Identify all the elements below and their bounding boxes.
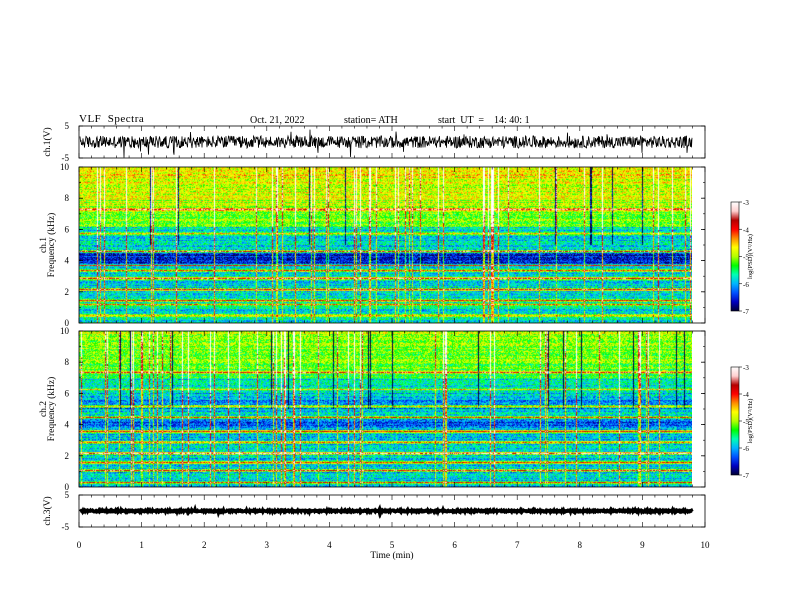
- station-label: station= ATH: [344, 115, 398, 126]
- y-tick-label: -5: [62, 153, 70, 163]
- x-tick-label: 7: [515, 540, 520, 550]
- y-tick-label: 4: [65, 256, 70, 266]
- y-tick-label: 8: [65, 193, 70, 203]
- colorbar-label: log(PSD)(V²/Hz): [747, 234, 754, 279]
- x-tick-label: 4: [327, 540, 332, 550]
- date-label: Oct. 21, 2022: [250, 115, 305, 126]
- x-tick-label: 8: [578, 540, 583, 550]
- panel-2: [78, 166, 706, 324]
- y-axis-label: ch.1: [39, 237, 49, 253]
- y-tick-label: 10: [60, 326, 70, 336]
- panel-4: [78, 494, 706, 528]
- x-tick-label: 5: [390, 540, 395, 550]
- y-tick-label: 6: [65, 224, 70, 234]
- y-tick-label: 4: [65, 420, 70, 430]
- x-tick-label: 2: [202, 540, 207, 550]
- y-tick-label: 2: [65, 451, 70, 461]
- x-tick-label: 0: [77, 540, 82, 550]
- y-tick-label: 0: [65, 482, 70, 492]
- panel-1: [78, 125, 706, 159]
- colorbar-tick-label: -6: [743, 281, 749, 289]
- y-tick-label: -5: [62, 522, 70, 532]
- colorbar-tick-label: -4: [743, 226, 749, 234]
- colorbar-tick-label: -3: [743, 199, 749, 207]
- x-tick-label: 1: [139, 540, 144, 550]
- spectrogram-image-ch1: [79, 167, 692, 323]
- x-tick-label: 6: [452, 540, 457, 550]
- y-axis-label: ch.1(V): [42, 127, 53, 156]
- y-axis-label: ch.2: [39, 401, 49, 417]
- colorbar-tick-label: -5: [743, 254, 749, 262]
- colorbar-tick-label: -3: [743, 364, 749, 372]
- y-tick-label: 5: [65, 490, 70, 500]
- y-axis-label: ch.3(V): [42, 496, 53, 525]
- y-tick-label: 5: [65, 121, 70, 131]
- colorbar-tick-label: -7: [743, 472, 749, 480]
- y-tick-label: 8: [65, 357, 70, 367]
- panel-3: [78, 330, 706, 488]
- colorbar: [730, 201, 740, 312]
- y-tick-label: 2: [65, 287, 70, 297]
- spectrogram-image-ch2: [79, 331, 692, 487]
- colorbar-label: log(PSD)(V²/Hz): [747, 399, 754, 444]
- colorbar-tick-label: -4: [743, 391, 749, 399]
- x-tick-label: 3: [265, 540, 270, 550]
- start-time-label: start UT = 14: 40: 1: [438, 115, 530, 126]
- colorbar-tick-label: -5: [743, 418, 749, 426]
- chart-title: VLF Spectra: [79, 113, 145, 125]
- colorbar-tick-label: -6: [743, 445, 749, 453]
- y-axis-label: Frequency (kHz): [46, 377, 57, 442]
- waveform-trace: [78, 503, 694, 520]
- y-tick-label: 0: [65, 318, 70, 328]
- y-tick-label: 10: [60, 162, 70, 172]
- y-tick-label: 6: [65, 388, 70, 398]
- colorbar-tick-label: -7: [743, 308, 749, 316]
- x-tick-label: 10: [701, 540, 711, 550]
- x-tick-label: 9: [640, 540, 645, 550]
- y-axis-label: Frequency (kHz): [46, 213, 57, 278]
- waveform-trace: [79, 129, 693, 158]
- colorbar: [730, 366, 740, 476]
- x-axis-label: Time (min): [370, 550, 413, 561]
